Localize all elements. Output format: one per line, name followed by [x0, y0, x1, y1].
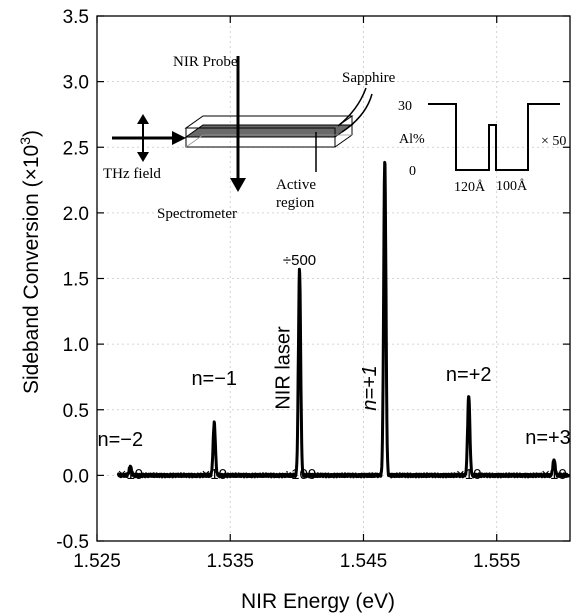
peak-scale-factor: ×10 — [456, 466, 481, 483]
thz-polarization-down — [137, 152, 149, 162]
x-tick-label: 1.545 — [340, 551, 388, 572]
peak-scale-top: ÷500 — [283, 252, 316, 269]
sample-back-edge — [185, 134, 204, 148]
sapphire-label: Sapphire — [342, 70, 396, 86]
y-axis-title-end: ) — [20, 130, 43, 137]
y-tick-label: -0.5 — [56, 532, 89, 553]
x-tick-label: 1.535 — [206, 551, 254, 572]
grid-layer — [96, 15, 570, 542]
peak-label: n=−1 — [191, 368, 237, 390]
peak-scale-factor: ×10 — [202, 466, 227, 483]
well-1-width: 120Å — [454, 179, 486, 195]
thz-polarization-up — [137, 114, 149, 124]
inset-sample-schematic: NIR Probe Sapphire THz field Spectromete… — [103, 54, 396, 222]
nir-probe-label: NIR Probe — [173, 54, 238, 70]
x-axis-title: NIR Energy (eV) — [241, 590, 395, 613]
al-profile-line — [428, 103, 560, 171]
active-region-label-1: Active — [276, 177, 316, 193]
y-tick-label: 3.0 — [63, 73, 89, 94]
al-0-label: 0 — [409, 164, 416, 179]
y-tick-label: 2.5 — [63, 138, 89, 159]
spectrum-trace — [116, 160, 571, 479]
nir-probe-arrowhead — [230, 178, 246, 192]
thz-arrowhead — [172, 131, 186, 145]
peak-label: n=+3 — [525, 427, 571, 449]
peak-scale-factor: ÷100 — [283, 466, 316, 483]
y-tick-label: 3.5 — [63, 7, 89, 28]
tick-layer: -0.5 0.0 0.5 1.0 1.5 2.0 2.5 3.0 3.5 1.525 1.535 1.… — [56, 7, 570, 572]
sapphire-leader-1 — [337, 87, 367, 127]
peak-label: n=+2 — [446, 364, 492, 386]
peak-annotations: n=−2 ×10 n=−1 ×10 NIR laser ÷500 ÷100 n=+1 n=+2 ×… — [98, 252, 571, 483]
spectrometer-label: Spectrometer — [157, 206, 237, 222]
x-tick-label: 1.555 — [473, 551, 521, 572]
y-tick-label: 0.0 — [63, 466, 89, 487]
sapphire-leader-2 — [341, 93, 373, 133]
sample-side-edge — [334, 134, 353, 148]
y-tick-label: 2.0 — [63, 204, 89, 225]
sample-front-face — [185, 127, 336, 148]
x-tick-label: 1.525 — [73, 551, 121, 572]
well-2-width: 100Å — [496, 178, 528, 194]
al-percent-label: Al% — [399, 132, 425, 147]
al-30-label: 30 — [398, 99, 412, 114]
y-tick-label: 0.5 — [63, 401, 89, 422]
peak-label: NIR laser — [273, 326, 295, 410]
y-tick-label: 1.0 — [63, 335, 89, 356]
y-axis-title: Sideband Conversion (×103) — [17, 130, 43, 394]
peak-scale-factor: ×10 — [541, 466, 566, 483]
inset-al-profile: 30 Al% 0 120Å 100Å × 50 — [398, 99, 566, 195]
y-axis-title-sup: 3 — [17, 137, 33, 145]
y-axis-title-main: Sideband Conversion (×10 — [20, 145, 43, 394]
peak-label: n=−2 — [98, 429, 144, 451]
peak-label: n=+1 — [359, 365, 381, 411]
active-region-label-2: region — [276, 195, 315, 211]
y-tick-label: 1.5 — [63, 270, 89, 291]
thz-field-label: THz field — [103, 166, 161, 182]
times-50-label: × 50 — [541, 134, 566, 149]
peak-scale-factor: ×10 — [118, 466, 143, 483]
